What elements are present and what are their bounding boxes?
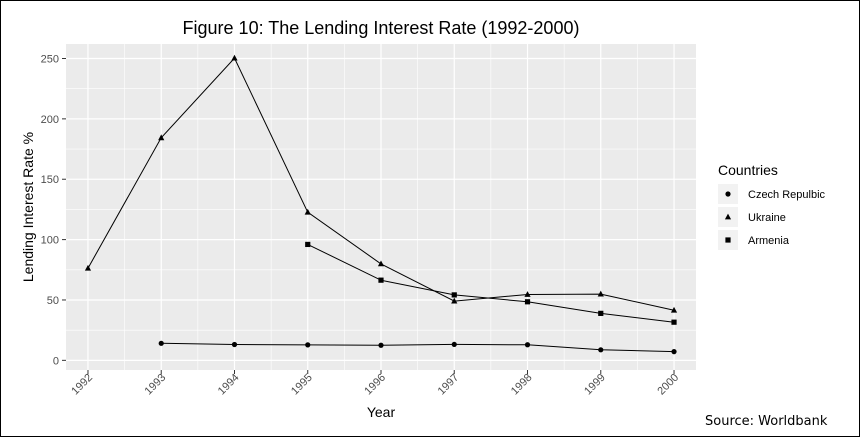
y-tick-label: 200 — [41, 114, 59, 126]
legend-label-ukraine: Ukraine — [748, 212, 786, 224]
x-tick-label: 1992 — [69, 372, 95, 398]
data-point-ukraine — [304, 208, 311, 215]
data-point-czech-repulbic — [451, 341, 457, 348]
data-point-czech-repulbic — [305, 342, 311, 348]
y-axis-ticks: 0 50 100 150 200 250 — [41, 53, 66, 367]
data-point-armenia — [524, 299, 531, 305]
legend-label-armenia: Armenia — [748, 235, 790, 247]
legend-marker-ukraine — [724, 213, 732, 220]
data-point-czech-repulbic — [671, 349, 677, 355]
data-point-czech-repulbic — [158, 340, 164, 346]
x-axis-ticks: 1992 1993 1994 1995 1996 1997 1998 1999 2000 — [69, 370, 681, 397]
data-point-czech-repulbic — [378, 342, 384, 348]
y-axis-title: Lending Interest Rate % — [20, 132, 36, 282]
data-point-ukraine — [451, 297, 458, 304]
source-note: Source: Worldbank — [705, 414, 828, 429]
legend-title: Countries — [718, 162, 778, 178]
grid-lines — [66, 44, 696, 370]
legend-marker-armenia — [725, 237, 731, 243]
legend-items: Czech Repulbic Ukraine Armenia — [718, 184, 826, 250]
series-line-czech-repulbic — [161, 342, 675, 353]
data-point-czech-repulbic — [231, 341, 238, 348]
x-axis-title: Year — [367, 404, 396, 420]
data-point-czech-repulbic — [598, 347, 604, 353]
data-point-armenia — [305, 241, 311, 248]
series-line-armenia — [307, 243, 675, 323]
y-tick-label: 150 — [41, 174, 59, 186]
data-point-armenia — [378, 277, 384, 283]
data-point-armenia — [598, 310, 604, 316]
data-point-ukraine — [597, 290, 604, 297]
data-point-czech-repulbic — [524, 342, 531, 348]
y-tick-label: 0 — [53, 355, 59, 367]
x-tick-label: 2000 — [655, 372, 681, 398]
x-tick-label: 1999 — [582, 372, 608, 398]
chart-title: Figure 10: The Lending Interest Rate (19… — [183, 18, 580, 38]
x-tick-label: 1996 — [362, 372, 388, 398]
legend-marker-czech-repulbic — [725, 191, 731, 197]
data-markers — [84, 54, 678, 355]
y-tick-label: 100 — [41, 235, 59, 247]
x-tick-label: 1994 — [216, 372, 242, 398]
data-point-ukraine — [158, 134, 165, 141]
legend: Countries Czech Repulbic Ukraine Armenia — [718, 162, 826, 250]
y-tick-label: 250 — [41, 53, 59, 65]
x-tick-label: 1997 — [436, 372, 462, 398]
x-tick-label: 1998 — [509, 372, 535, 398]
data-point-ukraine — [231, 54, 238, 61]
data-point-armenia — [451, 292, 457, 298]
data-point-ukraine — [670, 306, 678, 313]
data-point-armenia — [671, 319, 677, 325]
data-point-ukraine — [524, 291, 531, 297]
x-tick-label: 1995 — [289, 372, 315, 398]
x-tick-label: 1993 — [143, 372, 169, 398]
data-point-ukraine — [84, 264, 92, 271]
legend-label-czech-repulbic: Czech Repulbic — [748, 189, 826, 201]
data-point-ukraine — [377, 260, 385, 267]
y-tick-label: 50 — [47, 295, 59, 307]
